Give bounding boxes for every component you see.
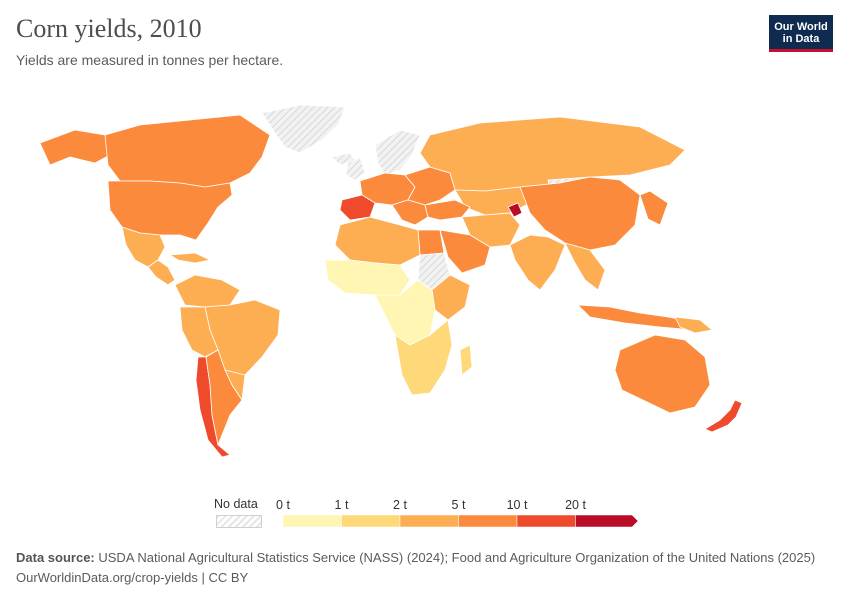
country-canada[interactable]: [104, 114, 271, 188]
country-korea-japan[interactable]: [639, 190, 669, 226]
country-paraguay-uruguay[interactable]: [224, 369, 246, 401]
logo-line-2: in Data: [782, 33, 820, 45]
chart-title: Corn yields, 2010: [16, 14, 202, 43]
legend-no-data-label: No data: [214, 497, 258, 511]
country-arabia[interactable]: [439, 229, 491, 274]
country-northern-south-america[interactable]: [174, 274, 241, 308]
country-west-africa[interactable]: [324, 259, 411, 296]
country-uk[interactable]: [345, 156, 366, 181]
country-egypt[interactable]: [417, 229, 445, 256]
country-se-asia[interactable]: [564, 242, 606, 291]
source-url-link[interactable]: OurWorldinData.org/crop-yields: [16, 570, 198, 585]
legend-swatch-1[interactable]: [341, 514, 401, 528]
color-legend: 0 t 1 t 2 t 5 t 10 t 20 t: [276, 498, 639, 528]
legend-label-3: 5 t: [452, 498, 466, 512]
country-new-zealand[interactable]: [704, 399, 743, 433]
chart-subtitle: Yields are measured in tonnes per hectar…: [16, 52, 284, 68]
country-southern-africa[interactable]: [394, 319, 453, 396]
country-new-guinea[interactable]: [674, 316, 713, 334]
legend-label-0: 0 t: [276, 498, 290, 512]
country-caribbean[interactable]: [169, 252, 211, 264]
source-text: USDA National Agricultural Statistics Se…: [98, 550, 816, 565]
legend-swatch-4[interactable]: [516, 514, 576, 528]
legend-swatch-5[interactable]: [575, 514, 639, 528]
source-label: Data source:: [16, 550, 95, 565]
legend-label-1: 1 t: [335, 498, 349, 512]
url-line: OurWorldinData.org/crop-yields | CC BY: [16, 568, 815, 588]
world-map[interactable]: [0, 95, 850, 475]
legend-label-5: 20 t: [565, 498, 586, 512]
legend-swatch-3[interactable]: [458, 514, 518, 528]
country-argentina[interactable]: [205, 349, 243, 446]
country-china[interactable]: [519, 176, 641, 251]
legend-swatch-2[interactable]: [399, 514, 459, 528]
license-text: | CC BY: [201, 570, 249, 585]
country-tajikistan[interactable]: [507, 202, 523, 218]
country-scandinavia[interactable]: [374, 129, 421, 176]
country-central-africa[interactable]: [374, 279, 436, 346]
country-alaska[interactable]: [39, 129, 111, 166]
legend-no-data-swatch[interactable]: [216, 515, 262, 528]
legend-swatch-0[interactable]: [282, 514, 342, 528]
footer: Data source: USDA National Agricultural …: [16, 548, 815, 588]
country-greenland[interactable]: [261, 104, 346, 154]
country-australia[interactable]: [614, 334, 711, 414]
legend-label-2: 2 t: [393, 498, 407, 512]
legend-label-4: 10 t: [507, 498, 528, 512]
logo-line-1: Our World: [774, 21, 828, 33]
country-central-america[interactable]: [147, 259, 176, 286]
source-line: Data source: USDA National Agricultural …: [16, 548, 815, 568]
country-india[interactable]: [509, 234, 566, 291]
country-north-africa[interactable]: [334, 216, 421, 266]
country-madagascar[interactable]: [459, 344, 473, 376]
owid-logo[interactable]: Our World in Data: [769, 15, 833, 52]
